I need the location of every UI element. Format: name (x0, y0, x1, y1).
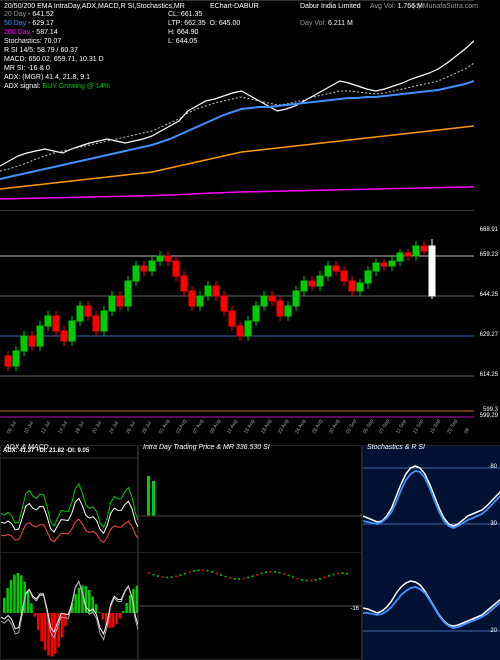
mrsi-value: -16 (350, 606, 359, 612)
adx-values: ADX: 41.37 +DI: 21.82 -DI: 9.05 (3, 448, 89, 454)
moving-average-chart (0, 0, 474, 210)
date-tick: 20 Sep (446, 418, 459, 435)
date-tick: 10 Jul (23, 420, 35, 435)
stoch-title: Stochastics & R SI (367, 444, 425, 451)
date-tick: 09 Aug (209, 419, 222, 435)
header-row: ADX: (MGR) 41.4, 21.8, 9.1 (4, 73, 90, 82)
date-tick: 03 Aug (175, 419, 188, 435)
date-tick: 16 Aug (243, 419, 256, 435)
y-tick: 659.23 (480, 252, 498, 258)
date-tick: 01 Sep (345, 418, 358, 435)
stoch-80: 80 (490, 464, 497, 470)
date-tick: 01 Aug (158, 419, 171, 435)
date-tick: 07 Sep (378, 418, 391, 435)
stochastics-panel: Stochastics & R SI Sig Intra Day 80 30 2… (362, 445, 500, 660)
intra-title: Intra Day Trading Price & MR 336.530 SI (143, 444, 270, 451)
header-row: MR SI: -16 & 0 (4, 64, 50, 73)
candlestick-chart (0, 210, 474, 420)
date-tick: 15 Sep (429, 418, 442, 435)
date-tick: 07 Aug (192, 419, 205, 435)
date-tick: 18 Jul (74, 420, 86, 435)
date-tick: 20 Jul (91, 420, 103, 435)
y-axis: 668.91659.23644.25629.27614.25599.3599.2… (474, 210, 500, 420)
date-tick: 12 Jul (40, 420, 52, 435)
header-row: ADX signal: BUY Growing @ 14% (4, 82, 110, 91)
y-tick: 644.25 (480, 292, 498, 298)
date-tick: 30 Aug (328, 419, 341, 435)
date-tick: 18 Aug (260, 419, 273, 435)
company-name: Dabur India Limited (300, 2, 361, 11)
chart-name: EChart-DABUR (210, 2, 259, 11)
date-tick: 26 Jul (125, 420, 137, 435)
date-tick: 28 Aug (311, 419, 324, 435)
header-row: R SI 14/5: 58.79 / 60.37 (4, 46, 78, 55)
header-row: 20 Day - 641.52 (4, 10, 54, 19)
y-tick: 614.25 (480, 372, 498, 378)
header-row: 200 Day - 587.14 (4, 28, 58, 37)
avg-vol-value: 1.766 M (398, 3, 423, 10)
date-tick: 05 Sep (362, 418, 375, 435)
y-tick: 599.29 (480, 413, 498, 419)
rsi-20: 20 (490, 628, 497, 634)
header-row: 50 Day - 629.17 (4, 19, 54, 28)
chart-header: 20/50/200 EMA IntraDay,ADX,MACD,R SI,Sto… (0, 0, 500, 13)
stoch-30: 30 (490, 521, 497, 527)
date-tick: 11 Aug (226, 419, 239, 435)
avg-vol-label: Avg Vol: (370, 3, 396, 10)
date-tick: 06 Jul (6, 420, 18, 435)
header-row: MACD: 650.02, 659.71, 10.31 D (4, 55, 104, 64)
adx-macd-panel: ADX & MACD ADX: 41.37 +DI: 21.82 -DI: 9.… (0, 445, 138, 660)
header-row: Stochastics: 70.07 (4, 37, 61, 46)
date-tick: 28 Jul (141, 420, 153, 435)
date-tick: 14 Jul (57, 420, 69, 435)
y-tick: 668.91 (480, 227, 498, 233)
date-tick: 22 Aug (277, 419, 290, 435)
date-axis: 06 Jul 10 Jul 12 Jul 14 Jul 18 Jul 20 Jul 24 J… (0, 420, 474, 442)
date-tick: 24 Aug (294, 419, 307, 435)
intraday-panel: Intra Day Trading Price & MR 336.530 SI … (138, 445, 362, 660)
date-tick: 08 (463, 427, 471, 435)
date-tick: 11 Sep (395, 419, 408, 435)
y-tick: 629.27 (480, 332, 498, 338)
date-tick: 13 Sep (412, 418, 425, 435)
indicator-panels: ADX & MACD ADX: 41.37 +DI: 21.82 -DI: 9.… (0, 445, 500, 660)
date-tick: 24 Jul (108, 420, 120, 435)
